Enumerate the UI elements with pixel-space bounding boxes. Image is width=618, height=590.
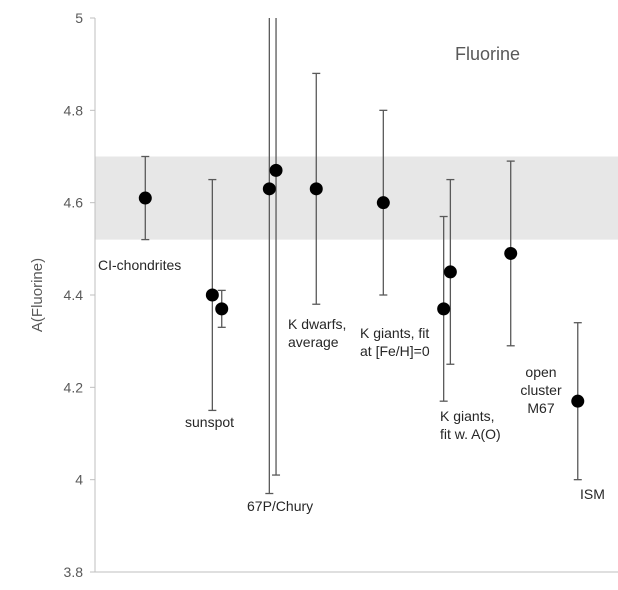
data-point [205, 288, 219, 302]
data-point [443, 265, 457, 279]
y-tick-label: 3.8 [64, 564, 84, 580]
y-tick-label: 4.8 [64, 102, 84, 118]
data-point [138, 191, 152, 205]
point-label: 67P/Chury [247, 498, 313, 514]
data-point [262, 182, 276, 196]
y-tick-label: 4.4 [64, 287, 84, 303]
point-label: K giants, fit at [Fe/H]=0 [360, 325, 430, 359]
point-label: sunspot [185, 414, 234, 430]
data-point [215, 302, 229, 316]
data-point [309, 182, 323, 196]
data-point [571, 394, 585, 408]
y-axis-ticks: 3.8 4 4.2 4.4 4.6 4.8 5 [64, 10, 95, 580]
point-label: K giants, fit w. A(O) [440, 408, 501, 442]
data-point [504, 246, 518, 260]
point-label: ISM [580, 486, 605, 502]
y-tick-label: 4.2 [64, 379, 84, 395]
chart-title: Fluorine [455, 44, 520, 64]
y-axis-label: A(Fluorine) [29, 258, 46, 332]
point-labels: CI-chondrites sunspot 67P/Chury K dwarfs, av… [98, 257, 605, 514]
point-label: K dwarfs, average [288, 316, 346, 350]
error-bar [265, 18, 274, 495]
y-tick-label: 4 [75, 472, 83, 488]
data-point [437, 302, 451, 316]
reference-band [95, 156, 618, 240]
y-tick-label: 5 [75, 10, 83, 26]
data-point [376, 196, 390, 210]
y-tick-label: 4.6 [64, 195, 84, 211]
point-label: CI-chondrites [98, 257, 181, 273]
data-points [138, 163, 585, 408]
point-label: open cluster M67 [520, 364, 562, 416]
error-bar [272, 18, 281, 476]
data-point [269, 163, 283, 177]
